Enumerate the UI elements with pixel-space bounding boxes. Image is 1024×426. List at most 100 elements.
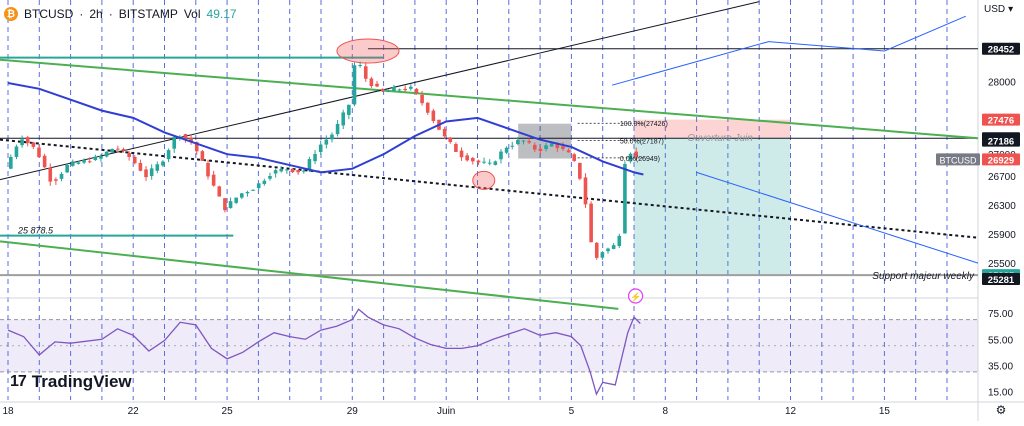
exchange-label: BITSTAMP [118, 7, 178, 21]
fib-label-50: 50.0%(27187) [620, 139, 664, 146]
candle-body [471, 157, 475, 162]
price-tick-label: 26700 [988, 172, 1016, 183]
candle-body [589, 203, 593, 243]
candle-body [594, 242, 599, 258]
candle-body [155, 164, 160, 171]
bitcoin-icon: ₿ [4, 7, 18, 21]
candle-body [138, 162, 143, 171]
gear-icon[interactable]: ⚙ [995, 403, 1007, 417]
candle-body [363, 66, 368, 79]
candle-body [240, 193, 244, 198]
candle-body [25, 137, 30, 143]
candle-body [606, 248, 610, 252]
candle-body [313, 153, 317, 162]
tradingview-logo: 17 TradingView [10, 372, 132, 392]
price-tick-label: 25900 [988, 230, 1016, 241]
rsi-line [7, 308, 641, 396]
rsi-tick-label: 15.00 [988, 387, 1013, 398]
candle-body [414, 88, 419, 94]
price-tick-label: 25500 [988, 259, 1016, 270]
blue-path-upper [611, 15, 966, 86]
candle-body [465, 155, 469, 161]
candle-body [448, 137, 453, 142]
candle-body [132, 156, 137, 164]
chart-header: ₿ BTCUSD · 2h · BITSTAMP Vol 49.17 [4, 4, 237, 24]
candle-body [324, 139, 329, 145]
candle-body [392, 87, 396, 91]
candle-body [194, 141, 199, 152]
candle-body [318, 144, 323, 153]
rsi-tick-label: 55.00 [988, 335, 1013, 346]
candle-body [76, 162, 81, 164]
chevron-down-icon: ▾ [1008, 4, 1014, 15]
candle-body [369, 78, 374, 87]
candle-body [99, 155, 103, 159]
candle-body [42, 155, 47, 168]
candle-body [510, 145, 515, 147]
rsi-tick-label: 75.00 [988, 309, 1013, 320]
candle-body [93, 156, 98, 160]
candle-body [487, 162, 492, 164]
currency-label: USD [984, 4, 1006, 15]
price-tick-label: 26300 [988, 201, 1016, 212]
price-badge-label: 25281 [988, 275, 1015, 286]
rsi-band-fill [0, 319, 978, 372]
time-tick-label: 25 [222, 406, 234, 417]
candle-body [54, 179, 58, 181]
symbol-tag-label: BTCUSD [939, 155, 977, 165]
symbol-label[interactable]: BTCUSD [24, 7, 74, 21]
highlight-ellipse-top [336, 38, 400, 64]
candle-body [527, 140, 531, 143]
candle-body [341, 112, 346, 126]
candle-body [251, 189, 255, 191]
fib-label-100: 100.0%(27426) [620, 121, 668, 128]
candle-body [375, 83, 379, 87]
candle-body [65, 164, 69, 173]
candle-body [454, 144, 458, 152]
candle-body [183, 134, 188, 139]
candle-body [217, 186, 222, 197]
candle-body [31, 142, 36, 147]
candle-body [262, 180, 267, 184]
price-badge-label: 27476 [988, 116, 1014, 127]
candle-body [516, 139, 520, 145]
candle-body [583, 177, 588, 205]
candle-body [166, 150, 171, 160]
candle-body [256, 183, 261, 189]
time-tick-label: 5 [569, 406, 575, 417]
candle-body [544, 145, 548, 150]
interval-label[interactable]: 2h [89, 7, 103, 21]
candle-body [532, 144, 537, 150]
dotted-trendline [0, 138, 979, 239]
price-tick-label: 28000 [988, 78, 1016, 89]
candle-body [634, 151, 638, 157]
candle-body [116, 148, 120, 150]
currency-selector[interactable]: USD ▾ [984, 4, 1013, 15]
moving-average-line [7, 82, 644, 176]
time-tick-label: 8 [663, 406, 669, 417]
candle-body [578, 162, 582, 179]
price-badge-label: 28452 [988, 45, 1014, 56]
vol-value: 49.17 [206, 7, 237, 21]
green-downtrend-lower [0, 240, 619, 310]
green-downtrend-upper [0, 58, 979, 140]
candle-body [611, 245, 616, 249]
candle-body [566, 150, 571, 153]
candle-body [223, 198, 227, 211]
position-stop-zone [634, 119, 791, 139]
candle-body [330, 134, 334, 140]
candle-body [555, 143, 560, 149]
position-target-zone [634, 138, 791, 276]
candle-body [110, 148, 115, 153]
candle-body [499, 151, 503, 160]
candle-body [279, 168, 284, 172]
tradingview-mark-icon: 17 [10, 373, 27, 390]
vol-label: Vol [183, 7, 201, 21]
candle-body [296, 170, 300, 173]
time-tick-label: 15 [879, 406, 891, 417]
candle-body [161, 161, 165, 166]
candle-body [37, 147, 41, 158]
time-tick-label: 18 [2, 406, 14, 417]
